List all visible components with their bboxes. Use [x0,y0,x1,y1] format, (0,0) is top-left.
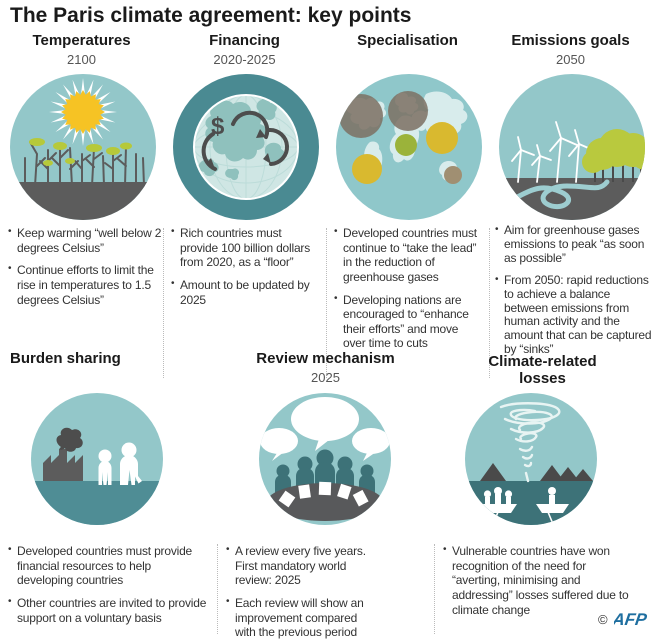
svg-text:AFP: AFP [614,610,649,629]
